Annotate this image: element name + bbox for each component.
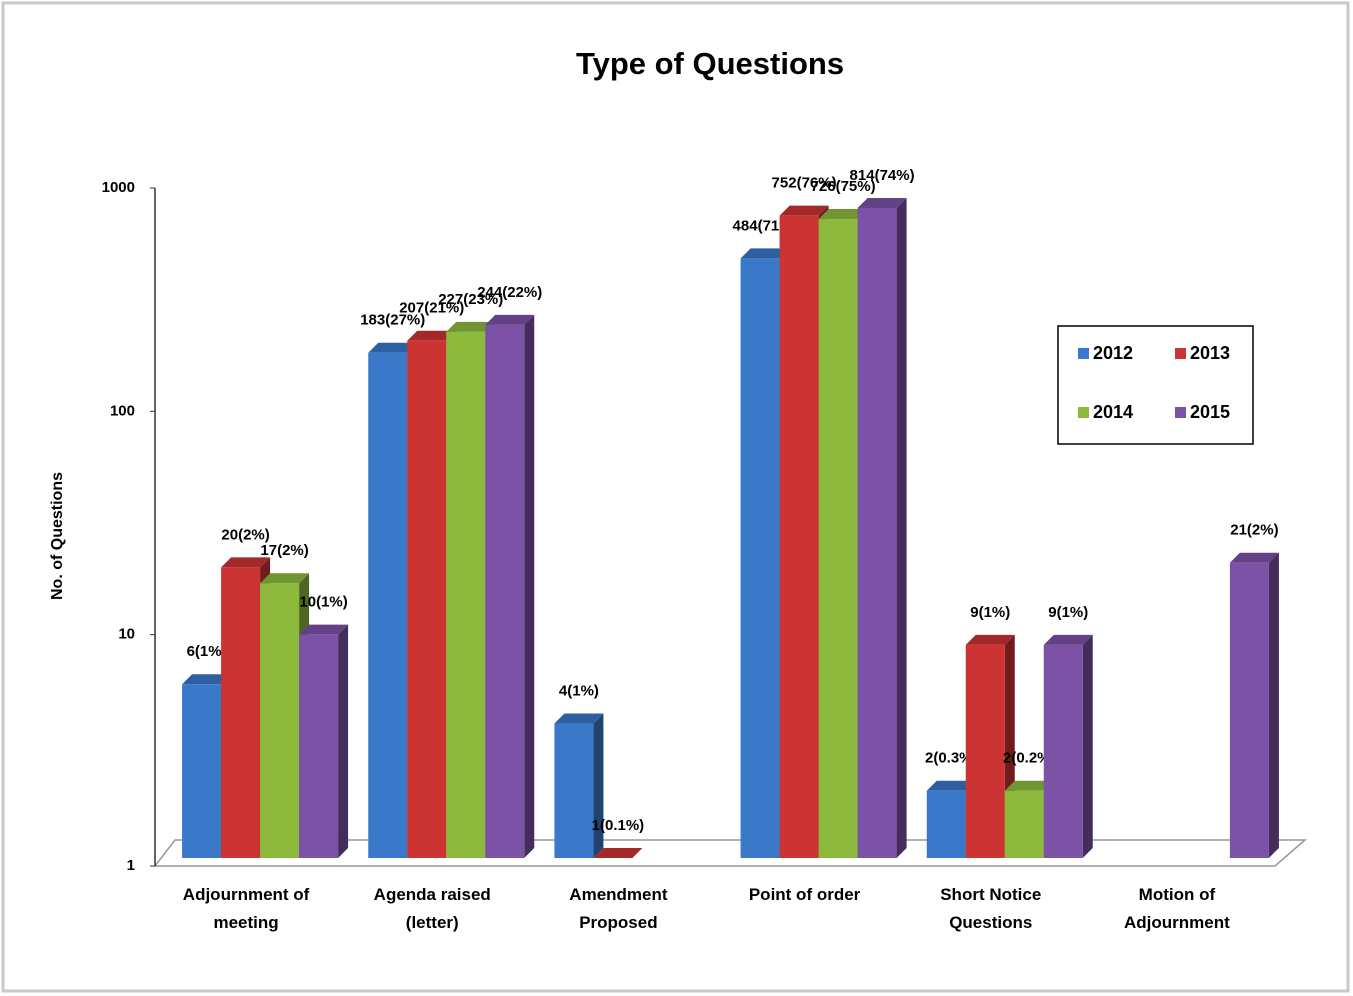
bar-group <box>857 197 907 858</box>
bar-top <box>368 342 418 353</box>
value-label: 207(21%) <box>399 300 464 317</box>
value-label: 20(2%) <box>221 526 269 543</box>
value-label: 1(0.1%) <box>592 817 645 834</box>
bar-top <box>299 624 349 635</box>
value-label: 2(0.2%) <box>1003 750 1056 767</box>
bar-side <box>896 197 907 858</box>
bar <box>1004 790 1044 858</box>
bar-top <box>593 848 643 858</box>
bar-group <box>485 314 535 858</box>
bar <box>1229 562 1269 858</box>
bar-side <box>1268 552 1279 858</box>
legend-label: 2015 <box>1190 402 1230 422</box>
bar-group <box>1043 634 1093 858</box>
legend-swatch <box>1175 348 1186 359</box>
x-tick-label: Amendment Proposed <box>569 885 668 932</box>
chart-title: Type of Questions <box>576 46 844 81</box>
bar-top <box>446 321 496 332</box>
bar <box>368 352 408 858</box>
bar <box>779 215 819 859</box>
value-label: 9(1%) <box>1048 604 1088 621</box>
bar-group <box>965 634 1015 858</box>
bar-top <box>740 248 790 259</box>
value-label: 9(1%) <box>970 604 1010 621</box>
y-tick-label: 100 <box>110 402 135 419</box>
bar <box>182 684 222 858</box>
bar-group <box>1229 552 1279 858</box>
bar <box>554 723 594 858</box>
bar <box>485 324 525 858</box>
value-label: 227(23%) <box>438 291 503 308</box>
bar-top <box>407 330 457 341</box>
bar <box>857 207 897 858</box>
bar-side <box>338 624 349 858</box>
legend-label: 2012 <box>1093 343 1133 363</box>
x-tick-label: Short Notice Questions <box>940 885 1041 932</box>
y-tick-label: 1 <box>127 857 135 874</box>
bar <box>260 583 300 858</box>
value-label: 244(22%) <box>477 284 542 301</box>
value-label: 814(74%) <box>850 167 915 184</box>
legend-swatch <box>1175 407 1186 418</box>
x-tick-label: Motion of Adjournment <box>1124 885 1230 932</box>
y-tick-label: 1000 <box>102 179 135 196</box>
bar-side <box>524 314 535 858</box>
value-label: 17(2%) <box>260 542 308 559</box>
value-label: 10(1%) <box>299 594 347 611</box>
legend-box <box>1057 325 1254 445</box>
x-tick-label: Agenda raised (letter) <box>374 885 491 932</box>
y-tick-label: 10 <box>118 626 135 643</box>
bar-group <box>299 624 349 858</box>
legend-label: 2013 <box>1190 343 1230 363</box>
bar-top <box>1004 780 1054 791</box>
bar-top <box>779 205 829 216</box>
value-label: 2(0.3%) <box>925 750 978 767</box>
bar <box>965 644 1005 858</box>
legend-swatch <box>1078 348 1089 359</box>
bar <box>818 219 858 858</box>
y-axis-label: No. of Questions <box>49 472 66 600</box>
bar-side <box>1082 634 1093 858</box>
bar-top <box>1229 552 1279 563</box>
bar <box>221 567 261 858</box>
x-tick-label: Point of order <box>749 885 861 904</box>
bar <box>299 634 339 858</box>
value-label: 4(1%) <box>559 683 599 700</box>
bar <box>740 258 780 858</box>
bar-top <box>818 209 868 220</box>
bar <box>446 331 486 858</box>
bar-top <box>554 713 604 724</box>
bar <box>926 790 966 858</box>
bar-top <box>221 557 271 568</box>
value-label: 21(2%) <box>1230 522 1278 539</box>
bar-top <box>260 573 310 584</box>
bar <box>407 340 447 859</box>
bar-side <box>593 713 604 858</box>
bar-top <box>485 314 535 325</box>
bar-top <box>1043 634 1093 645</box>
value-label: 183(27%) <box>360 312 425 329</box>
value-label: 752(76%) <box>772 175 837 192</box>
legend-swatch <box>1078 407 1089 418</box>
value-label: 6(1%) <box>187 643 227 660</box>
bar-top <box>965 634 1015 645</box>
value-label: 726(75%) <box>811 178 876 195</box>
legend-label: 2014 <box>1093 402 1133 422</box>
bar-top <box>926 780 976 791</box>
bar-top <box>182 674 232 685</box>
bar <box>1043 644 1083 858</box>
bar-top <box>857 197 907 208</box>
bar-group <box>554 713 604 858</box>
x-tick-label: Adjournment of meeting <box>183 885 310 932</box>
bar-group <box>593 848 643 858</box>
